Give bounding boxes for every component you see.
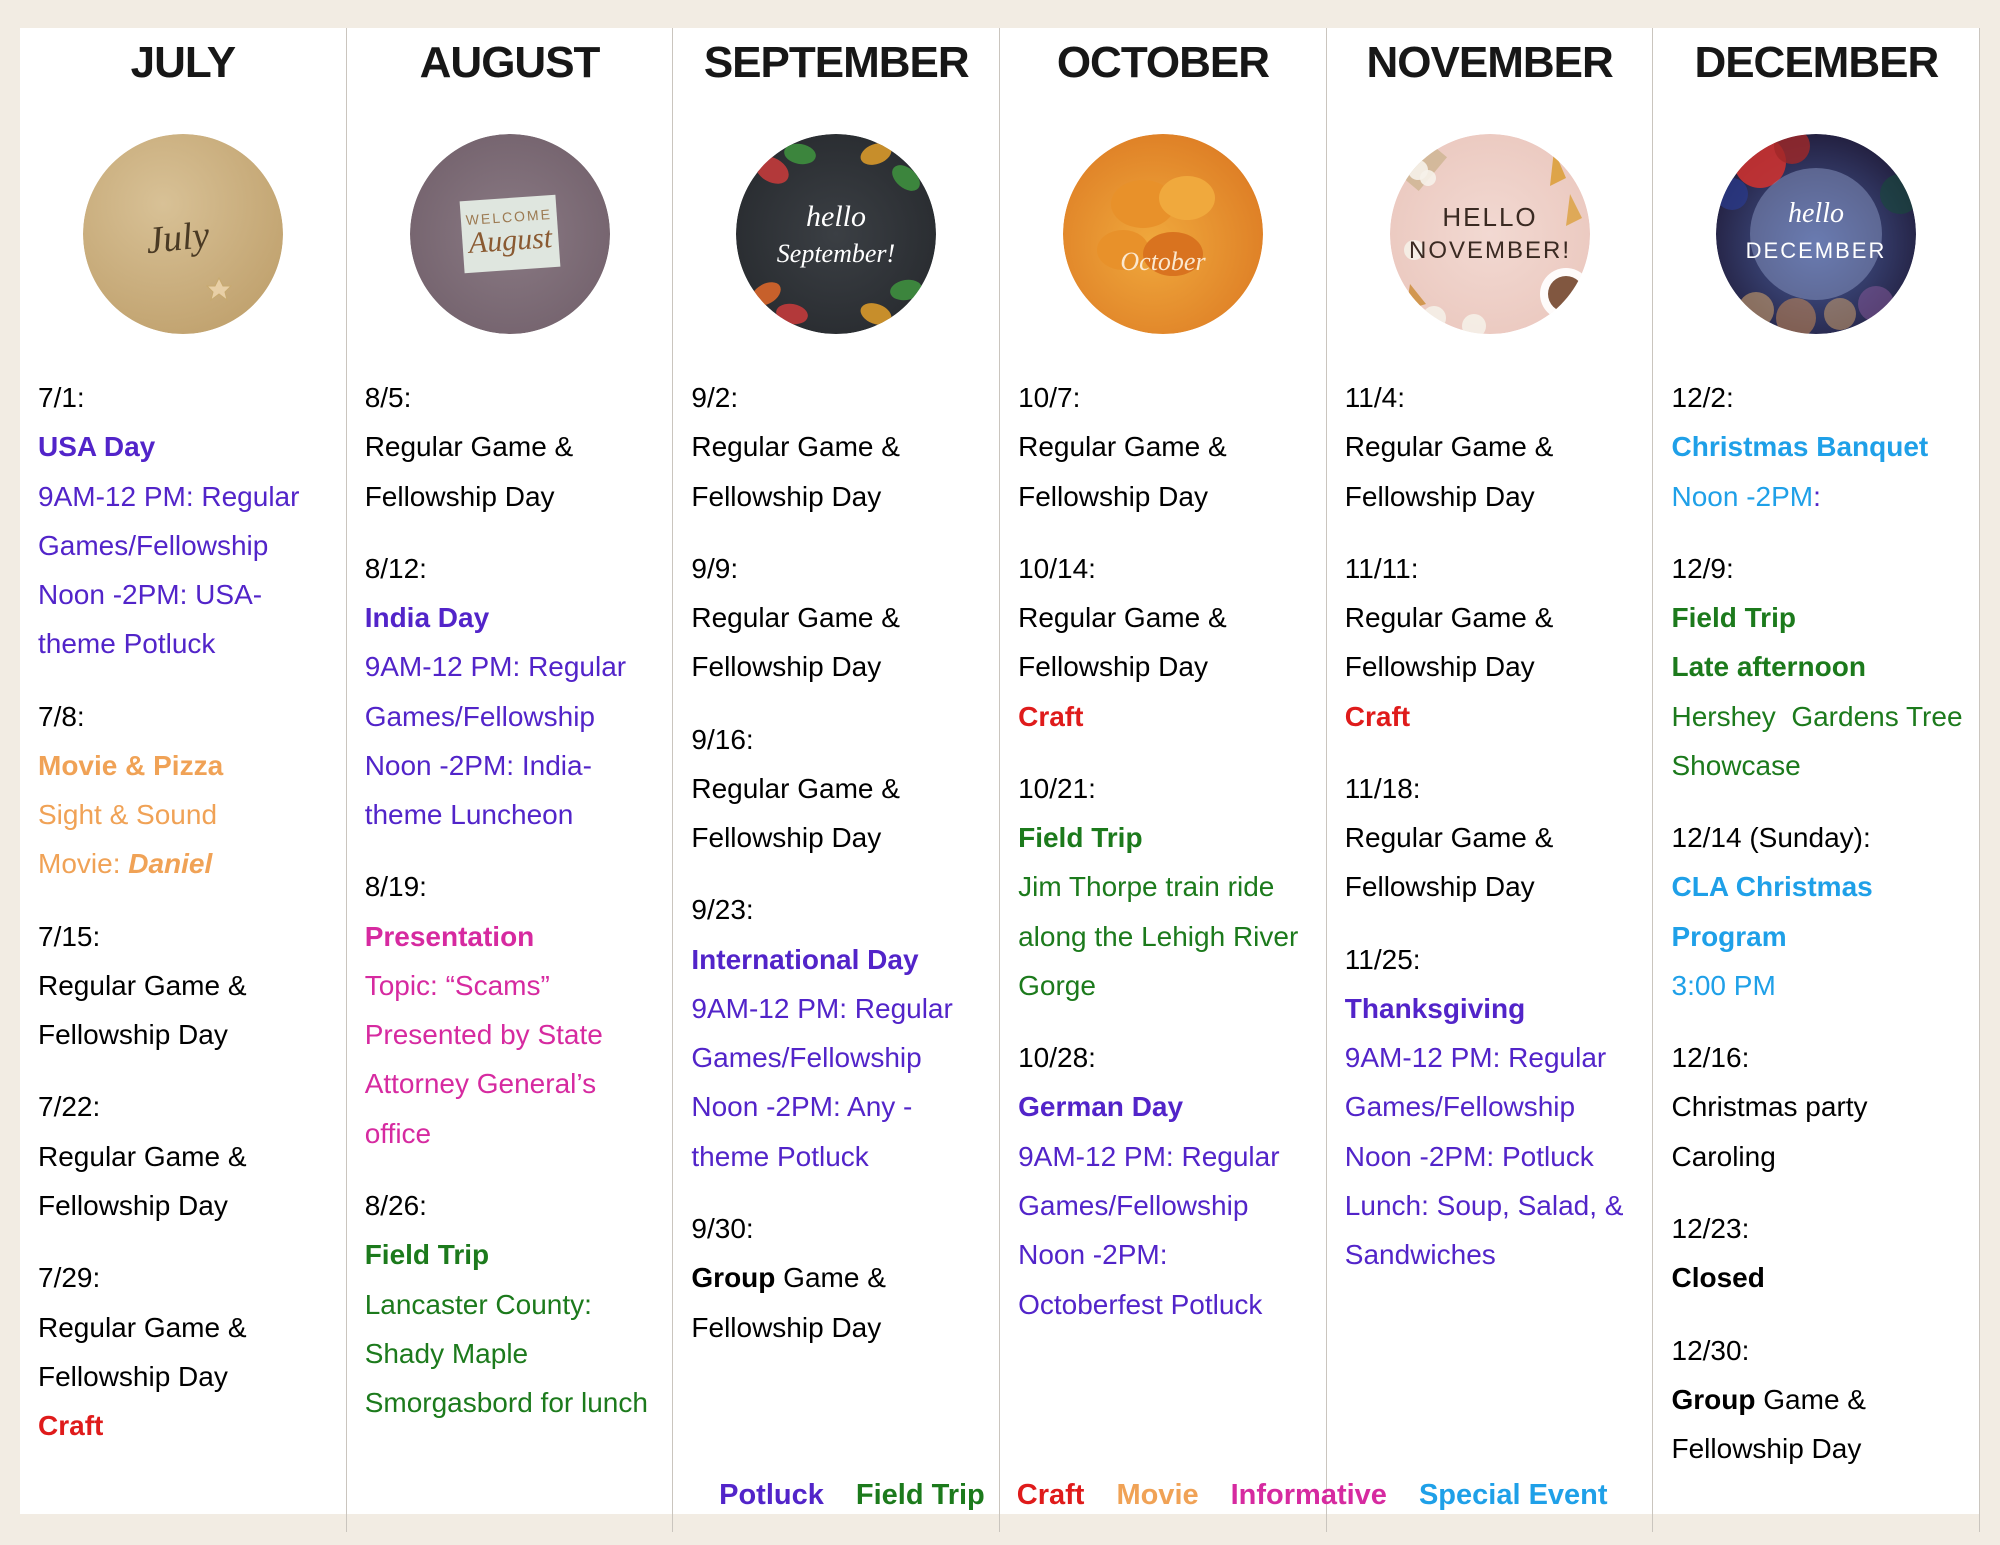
svg-text:August: August	[465, 221, 553, 260]
svg-text:July: July	[144, 214, 211, 262]
svg-text:hello: hello	[806, 200, 866, 233]
svg-text:hello: hello	[1788, 198, 1844, 229]
svg-text:DECEMBER: DECEMBER	[1746, 238, 1887, 263]
svg-text:October: October	[1120, 247, 1206, 276]
svg-text:HELLO: HELLO	[1442, 202, 1537, 232]
svg-text:NOVEMBER!: NOVEMBER!	[1409, 237, 1571, 264]
svg-text:September!: September!	[777, 239, 895, 268]
